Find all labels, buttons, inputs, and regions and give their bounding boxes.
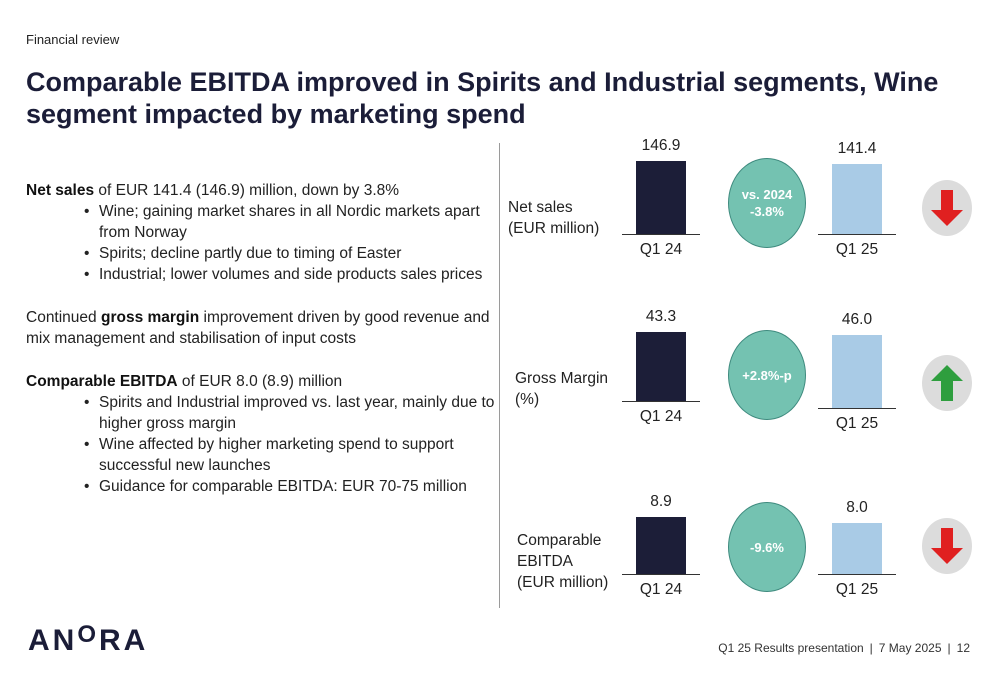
chart-row-label: Net sales (EUR million): [508, 199, 600, 237]
bar-q1-24: [636, 332, 686, 401]
footer-date: 7 May 2025: [878, 641, 942, 655]
gross-margin-heading: gross margin: [100, 309, 200, 326]
bar-category-label: Q1 24: [639, 408, 683, 425]
chart-baseline: [622, 401, 700, 402]
bar-value-label: 8.0: [846, 499, 868, 516]
bullet-item: Spirits; decline partly due to timing of…: [84, 243, 501, 264]
net-sales-bullets: Wine; gaining market shares in all Nordi…: [26, 201, 501, 285]
bar-value-label: 46.0: [841, 311, 873, 328]
bar-value-label: 146.9: [641, 137, 681, 154]
chart-baseline: [818, 234, 896, 235]
bar-value-label: 43.3: [645, 308, 677, 325]
bar-value-label: 8.9: [650, 493, 672, 510]
chart-baseline: [622, 574, 700, 575]
anora-logo: ANORA: [28, 621, 149, 657]
bar-category-label: Q1 25: [835, 241, 879, 258]
net-sales-paragraph: Net sales of EUR 141.4 (146.9) million, …: [26, 180, 501, 201]
footer-presentation: Q1 25 Results presentation: [718, 641, 864, 655]
chart-baseline: [622, 234, 700, 235]
bullet-item: Spirits and Industrial improved vs. last…: [84, 392, 501, 434]
bar-value-label: 141.4: [837, 140, 877, 157]
bar-q1-25: [832, 523, 882, 574]
arrow-down-icon: [922, 518, 972, 574]
bar-q1-25: [832, 164, 882, 234]
ebitda-bullets: Spirits and Industrial improved vs. last…: [26, 392, 501, 497]
footer: Q1 25 Results presentation | 7 May 2025 | 12: [718, 641, 970, 655]
bullet-item: Wine; gaining market shares in all Nordi…: [84, 201, 501, 243]
chart-baseline: [818, 408, 896, 409]
ebitda-text: of EUR 8.0 (8.9) million: [177, 373, 343, 390]
bar-q1-25: [832, 335, 882, 408]
section-label: Financial review: [26, 32, 120, 47]
page-number: 12: [956, 641, 970, 655]
bullet-item: Guidance for comparable EBITDA: EUR 70-7…: [84, 476, 501, 497]
net-sales-text: of EUR 141.4 (146.9) million, down by 3.…: [94, 182, 400, 199]
arrow-up-icon: [922, 355, 972, 411]
change-bubble: -9.6%: [728, 502, 806, 592]
bar-category-label: Q1 24: [639, 581, 683, 598]
gross-margin-paragraph: Continued gross margin improvement drive…: [26, 307, 501, 349]
page-title: Comparable EBITDA improved in Spirits an…: [26, 67, 939, 129]
bar-category-label: Q1 24: [639, 241, 683, 258]
change-bubble: +2.8%-p: [728, 330, 806, 420]
ebitda-paragraph: Comparable EBITDA of EUR 8.0 (8.9) milli…: [26, 371, 501, 392]
ebitda-heading: Comparable EBITDA: [26, 373, 178, 390]
bar-q1-24: [636, 161, 686, 234]
gross-margin-pre: Continued: [26, 309, 101, 326]
bar-category-label: Q1 25: [835, 415, 879, 432]
bar-category-label: Q1 25: [835, 581, 879, 598]
chart-row-label: Gross Margin (%): [515, 370, 609, 408]
change-bubble: vs. 2024 -3.8%: [728, 158, 806, 248]
arrow-down-icon: [922, 180, 972, 236]
chart-row-label: Comparable EBITDA (EUR million): [517, 532, 609, 591]
net-sales-heading: Net sales: [26, 182, 95, 199]
bullet-item: Wine affected by higher marketing spend …: [84, 434, 501, 476]
summary-text: Net sales of EUR 141.4 (146.9) million, …: [26, 180, 501, 497]
bar-q1-24: [636, 517, 686, 574]
bullet-item: Industrial; lower volumes and side produ…: [84, 264, 501, 285]
vertical-divider: [499, 143, 500, 608]
gross-margin-text: improvement driven by good revenue and m…: [26, 309, 490, 347]
chart-baseline: [818, 574, 896, 575]
